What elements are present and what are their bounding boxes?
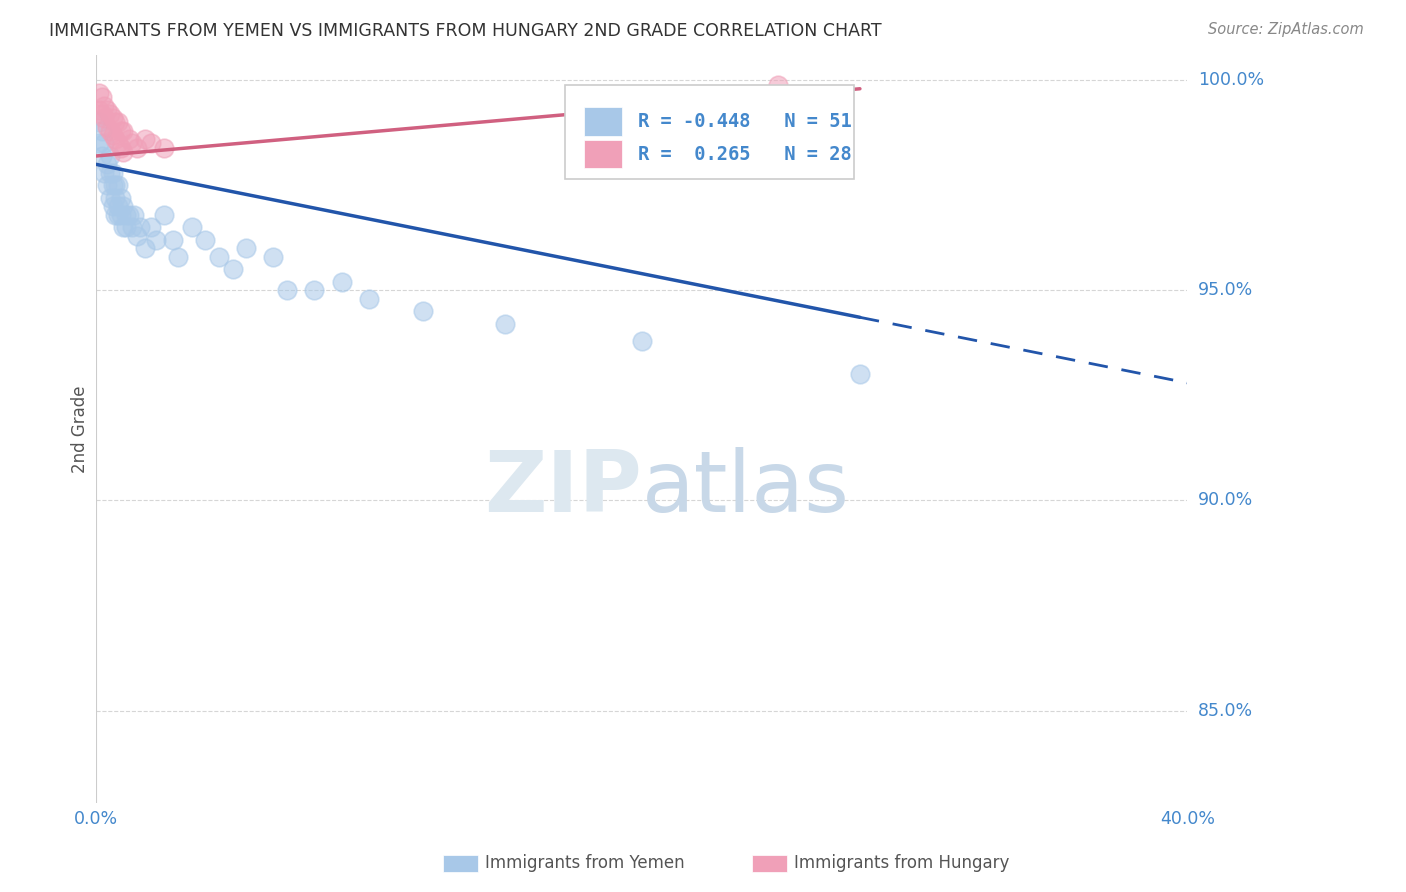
Point	[98, 191, 121, 205]
Point	[180, 220, 202, 235]
Point	[221, 262, 243, 277]
Point	[115, 220, 138, 235]
FancyBboxPatch shape	[583, 140, 621, 169]
Point	[849, 368, 872, 382]
Point	[93, 111, 115, 125]
Point	[127, 228, 149, 243]
Point	[235, 241, 257, 255]
Point	[134, 241, 156, 255]
Point	[110, 208, 132, 222]
Text: 95.0%: 95.0%	[1198, 281, 1254, 300]
Text: IMMIGRANTS FROM YEMEN VS IMMIGRANTS FROM HUNGARY 2ND GRADE CORRELATION CHART: IMMIGRANTS FROM YEMEN VS IMMIGRANTS FROM…	[49, 22, 882, 40]
Point	[162, 233, 184, 247]
Text: Immigrants from Hungary: Immigrants from Hungary	[794, 855, 1010, 872]
Point	[330, 275, 353, 289]
Point	[153, 140, 176, 154]
Text: 90.0%: 90.0%	[1198, 491, 1254, 509]
Point	[145, 233, 167, 247]
Point	[112, 124, 135, 138]
Point	[93, 136, 115, 151]
FancyBboxPatch shape	[583, 107, 621, 136]
Point	[118, 132, 141, 146]
FancyBboxPatch shape	[565, 85, 855, 178]
Point	[115, 208, 138, 222]
Point	[494, 317, 516, 331]
Point	[112, 220, 135, 235]
Point	[112, 145, 135, 159]
Text: Source: ZipAtlas.com: Source: ZipAtlas.com	[1208, 22, 1364, 37]
Point	[101, 128, 124, 142]
Point	[96, 178, 118, 193]
Point	[90, 149, 112, 163]
Point	[107, 136, 129, 151]
Point	[304, 284, 326, 298]
Point	[98, 107, 121, 121]
Point	[630, 334, 652, 348]
Point	[87, 115, 110, 129]
Point	[87, 86, 110, 100]
Text: atlas: atlas	[641, 448, 849, 531]
Point	[93, 98, 115, 112]
Point	[110, 191, 132, 205]
Point	[87, 103, 110, 117]
Point	[118, 208, 141, 222]
Text: 85.0%: 85.0%	[1198, 702, 1254, 720]
Point	[87, 136, 110, 151]
Point	[276, 284, 298, 298]
Point	[104, 191, 127, 205]
Point	[263, 250, 285, 264]
Text: R = -0.448   N = 51: R = -0.448 N = 51	[638, 112, 852, 131]
Point	[104, 208, 127, 222]
Point	[96, 103, 118, 117]
Point	[107, 208, 129, 222]
Text: R =  0.265   N = 28: R = 0.265 N = 28	[638, 145, 852, 163]
Point	[104, 132, 127, 146]
Point	[107, 178, 129, 193]
Text: ZIP: ZIP	[484, 448, 641, 531]
Point	[93, 166, 115, 180]
Point	[139, 136, 162, 151]
Point	[134, 132, 156, 146]
Point	[101, 178, 124, 193]
Point	[101, 199, 124, 213]
Point	[101, 166, 124, 180]
Point	[107, 199, 129, 213]
Point	[357, 292, 380, 306]
Point	[96, 157, 118, 171]
Point	[104, 115, 127, 129]
Point	[208, 250, 231, 264]
Point	[101, 111, 124, 125]
Point	[104, 178, 127, 193]
Point	[98, 149, 121, 163]
Point	[167, 250, 190, 264]
Point	[766, 78, 789, 92]
Point	[90, 90, 112, 104]
Point	[107, 115, 129, 129]
Point	[124, 208, 146, 222]
Point	[110, 140, 132, 154]
Text: 100.0%: 100.0%	[1198, 71, 1264, 89]
Point	[127, 140, 149, 154]
Point	[128, 220, 150, 235]
Point	[90, 124, 112, 138]
Point	[112, 199, 135, 213]
Point	[90, 107, 112, 121]
Point	[121, 136, 143, 151]
Point	[412, 304, 434, 318]
Y-axis label: 2nd Grade: 2nd Grade	[72, 385, 89, 473]
Point	[194, 233, 217, 247]
Point	[98, 166, 121, 180]
Text: Immigrants from Yemen: Immigrants from Yemen	[485, 855, 685, 872]
Point	[98, 124, 121, 138]
Point	[96, 120, 118, 134]
Point	[110, 124, 132, 138]
Point	[139, 220, 162, 235]
Point	[153, 208, 176, 222]
Point	[121, 220, 143, 235]
